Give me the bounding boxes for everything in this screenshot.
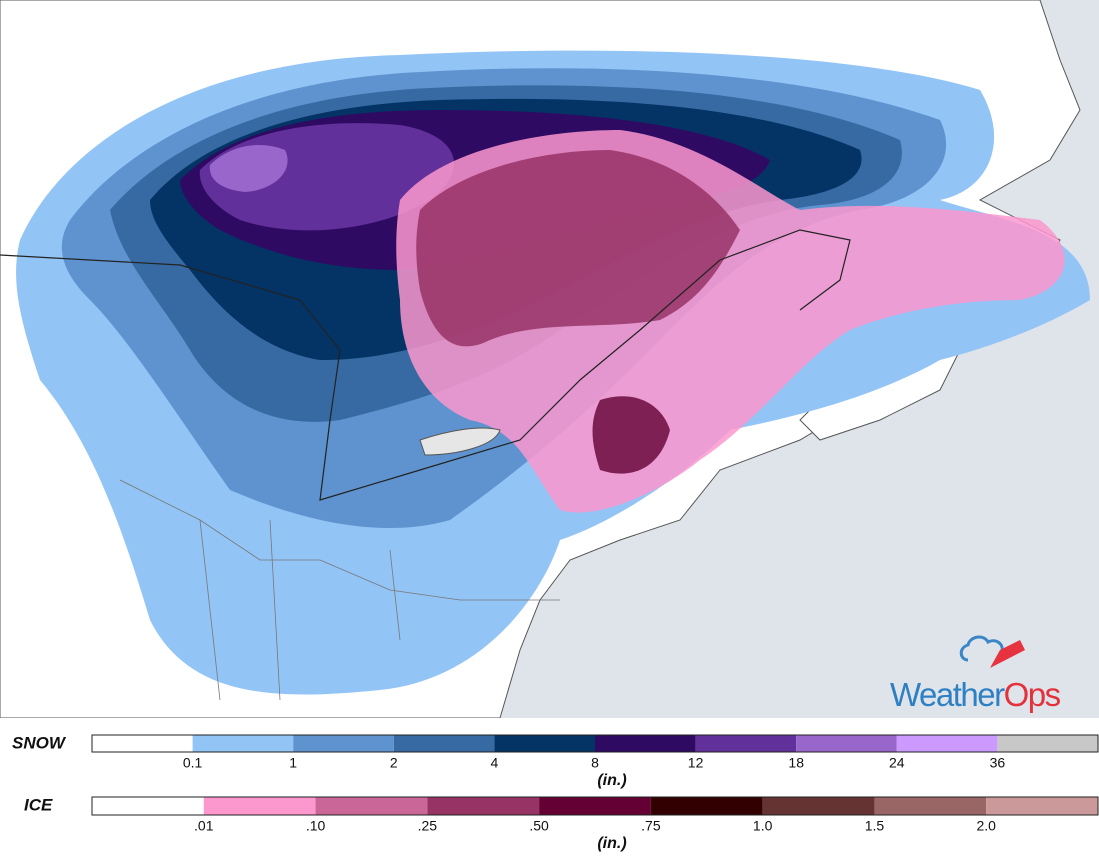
lake (419, 427, 501, 456)
ice-label: 2.0 (976, 818, 996, 834)
logo-cloud (959, 635, 1004, 662)
snow-label: 8 (591, 755, 599, 771)
snow-swatch (595, 735, 696, 752)
snow-label: 0.1 (183, 755, 203, 771)
snow-label: 24 (889, 755, 905, 771)
logo-text: WeatherOps (890, 676, 1061, 713)
map: WeatherOps (0, 0, 1099, 718)
borders (0, 229, 851, 701)
snow-swatch (293, 735, 394, 752)
snow-label: 4 (491, 755, 499, 771)
ice-swatch (427, 797, 540, 815)
logo-text-ops: Ops (1004, 676, 1061, 713)
ice-label: .75 (641, 818, 661, 834)
logo-text-weather: Weather (890, 676, 1005, 713)
snow-title: SNOW (12, 733, 67, 752)
logo: WeatherOps (890, 635, 1062, 713)
snow-swatch (192, 735, 294, 752)
ice-band-3 (592, 396, 670, 474)
ice-swatch (986, 797, 1098, 815)
ice-title: ICE (24, 795, 53, 814)
snow-unit: (in.) (597, 772, 626, 789)
snow-swatch (92, 735, 193, 752)
snow-swatch (796, 735, 897, 752)
snow-label: 18 (788, 755, 804, 771)
logo-mark (990, 640, 1025, 668)
ice-swatch (203, 797, 316, 815)
ice-label: .50 (529, 818, 549, 834)
ice-swatch (315, 797, 428, 815)
snow-swatch (494, 735, 595, 752)
ice-label: .25 (418, 818, 438, 834)
ice-label: .10 (306, 818, 326, 834)
border-line (0, 229, 851, 501)
ice-swatch (92, 797, 204, 815)
snow-swatch (695, 735, 797, 752)
ice-swatch (874, 797, 987, 815)
ice-swatch (762, 797, 875, 815)
ice-swatch (650, 797, 763, 815)
snow-label: 12 (688, 755, 704, 771)
state-line (199, 519, 401, 701)
snow-band-7 (209, 145, 288, 192)
ice-frame (91, 796, 1099, 816)
snow-label: 36 (990, 755, 1006, 771)
ice-label: .01 (194, 818, 214, 834)
snow-swatch (393, 735, 495, 752)
legend: SNOW (in.) ICE (in.) 0.1 1 2 4 8 12 18 24 36.01.… (12, 733, 1099, 852)
ice-unit: (in.) (597, 835, 626, 852)
snow-label: 2 (390, 755, 398, 771)
ice-band-2 (416, 150, 740, 347)
ice-label: 1.0 (753, 818, 773, 834)
ice-label: 1.5 (865, 818, 885, 834)
snow-frame (91, 734, 1099, 753)
snow-label: 1 (289, 755, 297, 771)
ice-swatch (539, 797, 651, 815)
snow-swatch (997, 735, 1098, 752)
snow-swatch (896, 735, 998, 752)
